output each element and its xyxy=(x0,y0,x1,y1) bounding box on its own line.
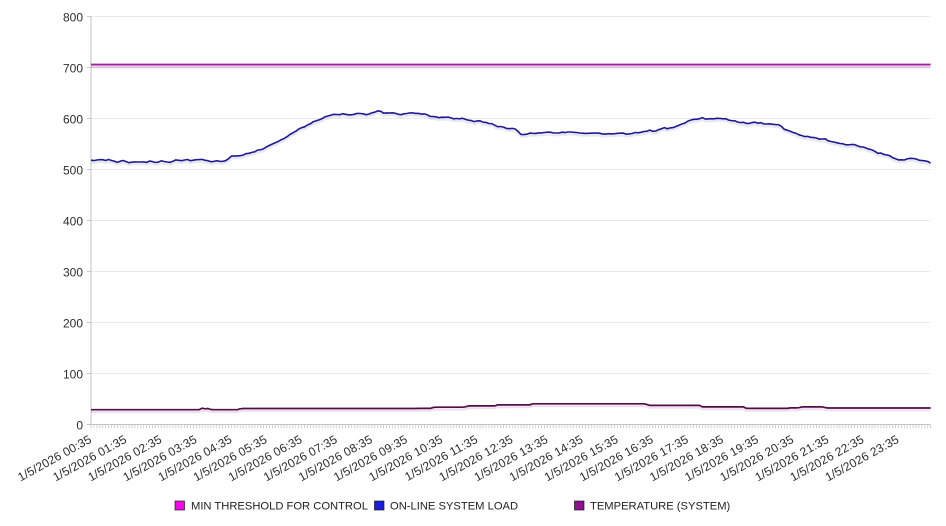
svg-text:0: 0 xyxy=(76,418,83,432)
svg-text:ON-LINE SYSTEM LOAD: ON-LINE SYSTEM LOAD xyxy=(390,501,518,513)
svg-text:TEMPERATURE (SYSTEM): TEMPERATURE (SYSTEM) xyxy=(590,501,731,513)
svg-text:700: 700 xyxy=(63,61,83,75)
svg-text:800: 800 xyxy=(63,10,83,24)
svg-text:300: 300 xyxy=(63,265,83,279)
svg-text:600: 600 xyxy=(63,112,83,126)
svg-text:500: 500 xyxy=(63,163,83,177)
svg-text:100: 100 xyxy=(63,367,83,381)
svg-text:200: 200 xyxy=(63,316,83,330)
svg-text:MIN THRESHOLD FOR CONTROL: MIN THRESHOLD FOR CONTROL xyxy=(191,501,368,513)
svg-text:400: 400 xyxy=(63,214,83,228)
